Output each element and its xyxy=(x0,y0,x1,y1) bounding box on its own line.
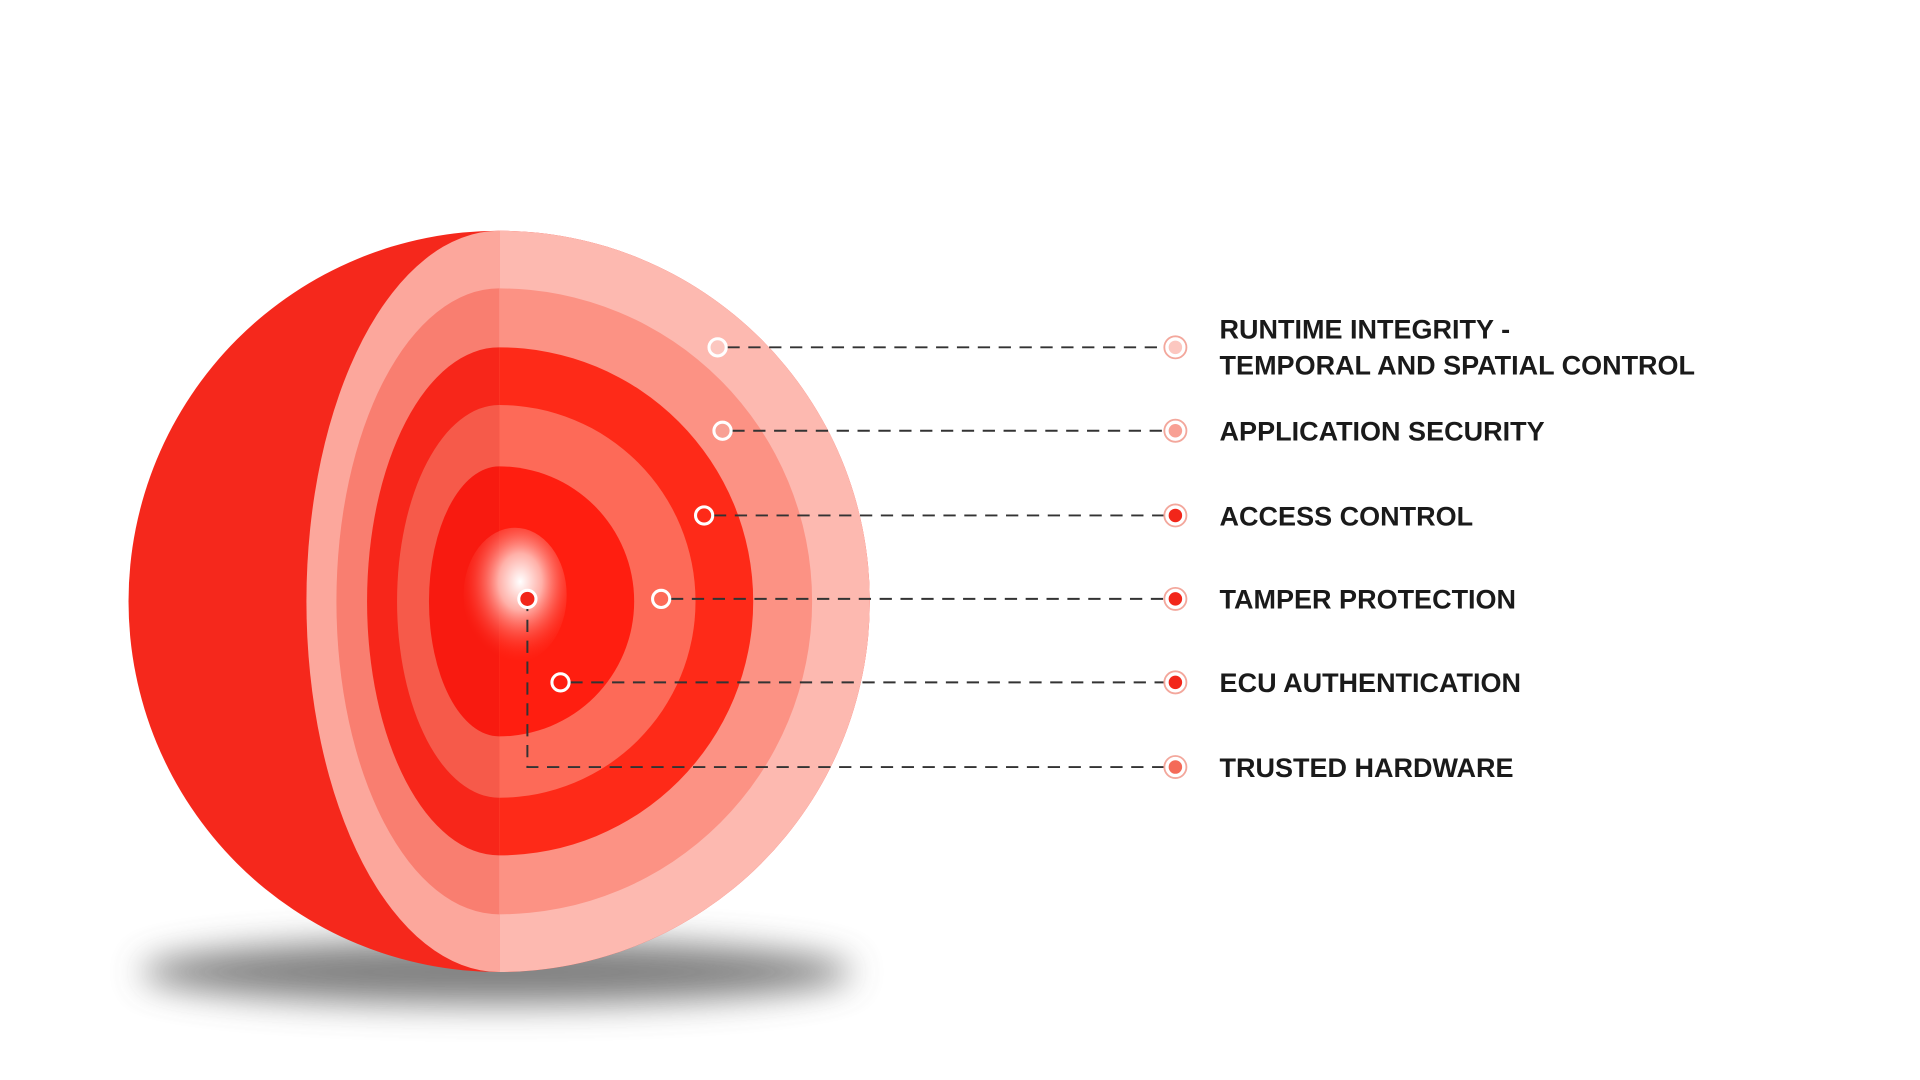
layer-label: TRUSTED HARDWARE xyxy=(1220,753,1514,783)
layer-label: ACCESS CONTROL xyxy=(1220,501,1474,531)
end-marker xyxy=(1168,424,1183,438)
end-marker xyxy=(1168,508,1183,523)
inner-marker xyxy=(517,588,538,610)
layer-label: APPLICATION SECURITY xyxy=(1220,417,1545,447)
inner-marker xyxy=(693,505,715,526)
layer-label: TAMPER PROTECTION xyxy=(1220,585,1516,615)
layer-label: ECU AUTHENTICATION xyxy=(1220,668,1521,698)
end-marker xyxy=(1168,592,1183,606)
inner-marker xyxy=(550,672,571,693)
sphere xyxy=(128,230,870,1004)
core-glow xyxy=(463,527,567,663)
layer-label: RUNTIME INTEGRITY - xyxy=(1220,315,1511,345)
end-marker xyxy=(1168,340,1183,355)
leader-line xyxy=(526,598,1165,769)
inner-marker xyxy=(712,420,733,441)
callouts: RUNTIME INTEGRITY - TEMPORAL AND SPATIAL … xyxy=(517,315,1696,783)
inner-marker xyxy=(707,337,728,358)
shadow xyxy=(140,940,853,1004)
layer-label: TEMPORAL AND SPATIAL CONTROL xyxy=(1220,350,1696,380)
end-marker xyxy=(1168,760,1183,774)
inner-marker xyxy=(651,588,672,610)
end-marker xyxy=(1168,675,1183,690)
